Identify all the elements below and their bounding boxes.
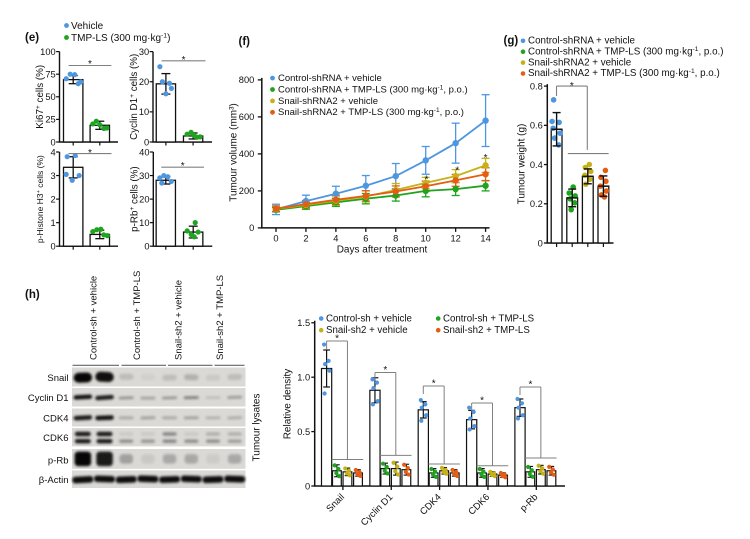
svg-text:*: * — [88, 59, 92, 70]
svg-text:Cyclin D1: Cyclin D1 — [28, 393, 69, 404]
svg-text:Control-shRNA + vehicle: Control-shRNA + vehicle — [278, 73, 382, 84]
svg-text:20: 20 — [139, 194, 149, 204]
svg-text:p-Histone H3+ cells (%): p-Histone H3+ cells (%) — [35, 155, 45, 243]
svg-text:Snail-shRNA2 + vehicle: Snail-shRNA2 + vehicle — [528, 57, 632, 68]
svg-text:TMP-LS (300 mg·kg-1): TMP-LS (300 mg·kg-1) — [71, 33, 170, 44]
svg-text:Control-shRNA + vehicle: Control-shRNA + vehicle — [528, 36, 636, 47]
svg-text:0: 0 — [144, 242, 149, 252]
svg-text:50: 50 — [45, 92, 55, 102]
svg-text:2: 2 — [51, 194, 56, 204]
svg-text:(h): (h) — [25, 289, 40, 301]
svg-text:4: 4 — [51, 147, 56, 157]
svg-text:Snail-shRNA2 + TMP-LS (300 mg·: Snail-shRNA2 + TMP-LS (300 mg·kg-1, p.o.… — [278, 107, 464, 118]
svg-text:0: 0 — [273, 233, 278, 243]
svg-text:1.0: 1.0 — [297, 373, 310, 383]
svg-text:10: 10 — [421, 233, 431, 243]
svg-text:0.6: 0.6 — [530, 121, 543, 131]
svg-text:Control-shRNA + TMP-LS (300 mg: Control-shRNA + TMP-LS (300 mg·kg-1, p.o… — [528, 46, 724, 57]
svg-text:1: 1 — [51, 218, 56, 228]
svg-text:β-Actin: β-Actin — [39, 475, 69, 486]
svg-text:600: 600 — [239, 112, 255, 122]
svg-text:Ki67+ cells (%): Ki67+ cells (%) — [35, 65, 46, 129]
svg-text:Snail-sh2 + vehicle: Snail-sh2 + vehicle — [174, 280, 185, 360]
svg-text:0.5: 0.5 — [297, 427, 310, 437]
svg-text:200: 200 — [239, 186, 255, 196]
svg-text:Vehicle: Vehicle — [71, 21, 104, 32]
svg-text:(e): (e) — [25, 32, 39, 44]
svg-text:Control-sh + TMP-LS: Control-sh + TMP-LS — [132, 271, 143, 360]
svg-text:Cyclin D1+ cells (%): Cyclin D1+ cells (%) — [129, 54, 140, 140]
svg-text:p-Rb: p-Rb — [48, 456, 69, 467]
svg-text:(g): (g) — [504, 35, 519, 47]
svg-text:0.8: 0.8 — [530, 81, 543, 91]
svg-text:CDK4: CDK4 — [43, 414, 68, 425]
svg-text:*: * — [484, 153, 488, 164]
svg-text:p-Rb+ cells (%): p-Rb+ cells (%) — [129, 166, 140, 231]
svg-text:(f): (f) — [239, 36, 251, 48]
svg-text:30: 30 — [139, 171, 149, 181]
svg-text:400: 400 — [239, 149, 255, 159]
svg-text:4: 4 — [333, 233, 338, 243]
svg-text:Snail-shRNA2 + vehicle: Snail-shRNA2 + vehicle — [278, 96, 378, 107]
svg-text:*: * — [424, 174, 428, 185]
svg-text:*: * — [432, 379, 436, 390]
svg-text:0: 0 — [144, 137, 149, 147]
svg-text:*: * — [335, 334, 339, 345]
svg-text:*: * — [88, 148, 92, 159]
svg-text:0: 0 — [249, 223, 254, 233]
svg-text:10: 10 — [139, 107, 149, 117]
svg-text:*: * — [570, 81, 574, 92]
svg-text:6: 6 — [363, 233, 368, 243]
svg-text:Snail-sh2 + vehicle: Snail-sh2 + vehicle — [326, 325, 408, 336]
svg-text:*: * — [181, 161, 185, 172]
svg-text:Tumour lysates: Tumour lysates — [252, 394, 263, 462]
svg-text:Control-sh + vehicle: Control-sh + vehicle — [326, 314, 412, 325]
svg-text:0: 0 — [51, 137, 56, 147]
svg-text:Tumour volume (mm³): Tumour volume (mm³) — [229, 103, 240, 202]
svg-text:3: 3 — [51, 171, 56, 181]
svg-text:2: 2 — [303, 233, 308, 243]
svg-text:8: 8 — [393, 233, 398, 243]
svg-text:CDK6: CDK6 — [43, 433, 68, 444]
svg-text:*: * — [528, 380, 532, 391]
svg-text:0.4: 0.4 — [530, 160, 543, 170]
svg-text:75: 75 — [45, 70, 55, 80]
svg-text:100: 100 — [40, 47, 56, 57]
svg-text:0: 0 — [51, 242, 56, 252]
svg-text:12: 12 — [450, 233, 460, 243]
svg-text:Days after treatment: Days after treatment — [337, 245, 428, 256]
svg-text:30: 30 — [139, 47, 149, 57]
svg-text:*: * — [182, 55, 186, 66]
svg-text:Control-shRNA + TMP-LS (300 mg: Control-shRNA + TMP-LS (300 mg·kg-1, p.o… — [278, 84, 468, 95]
svg-text:0: 0 — [538, 238, 543, 248]
svg-text:1.5: 1.5 — [297, 318, 310, 328]
svg-text:Control-sh + TMP-LS: Control-sh + TMP-LS — [443, 314, 535, 325]
svg-text:0: 0 — [305, 481, 310, 491]
svg-text:*: * — [455, 165, 459, 176]
svg-text:25: 25 — [45, 115, 55, 125]
svg-text:Tumour weight (g): Tumour weight (g) — [517, 124, 528, 205]
svg-text:40: 40 — [139, 147, 149, 157]
svg-text:800: 800 — [239, 75, 255, 85]
svg-text:14: 14 — [480, 233, 490, 243]
svg-text:*: * — [383, 365, 387, 376]
svg-text:10: 10 — [139, 218, 149, 228]
svg-text:Snail-sh2 + TMP-LS: Snail-sh2 + TMP-LS — [215, 275, 226, 360]
svg-text:Snail: Snail — [47, 373, 68, 384]
svg-text:20: 20 — [139, 77, 149, 87]
svg-text:*: * — [480, 396, 484, 407]
svg-text:Snail-shRNA2 + TMP-LS (300 mg·: Snail-shRNA2 + TMP-LS (300 mg·kg-1, p.o.… — [528, 68, 720, 79]
svg-text:Control-sh + vehicle: Control-sh + vehicle — [89, 276, 100, 360]
svg-text:Relative density: Relative density — [283, 369, 294, 440]
svg-text:Snail-sh2 + TMP-LS: Snail-sh2 + TMP-LS — [443, 325, 530, 336]
svg-text:0.2: 0.2 — [530, 199, 543, 209]
